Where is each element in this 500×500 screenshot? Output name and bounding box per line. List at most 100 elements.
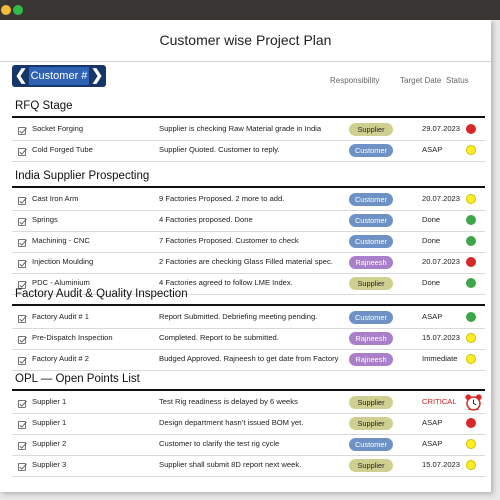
item-name: Springs [32, 215, 58, 224]
checkbox-icon[interactable] [18, 438, 27, 450]
item-name: Supplier 3 [32, 460, 67, 469]
chevron-right-icon[interactable]: ❯ [90, 67, 104, 84]
status-indicator [466, 236, 476, 246]
item-description: Budged Approved. Rajneesh to get date fr… [159, 354, 339, 363]
section-divider [12, 116, 485, 118]
item-name: Factory Audit # 1 [32, 312, 89, 321]
item-description: Customer to clarify the test rig cycle [159, 439, 280, 448]
status-indicator [466, 194, 476, 204]
target-date: 15.07.2023 [422, 460, 461, 469]
checkbox-icon[interactable] [18, 214, 27, 226]
item-description: Report Submitted. Debriefing meeting pen… [159, 312, 318, 321]
checkbox-icon[interactable] [18, 396, 27, 408]
section-divider [12, 389, 485, 391]
table-row[interactable]: Socket Forging Supplier is checking Raw M… [12, 119, 485, 141]
responsibility-badge: Supplier [349, 123, 393, 136]
checkbox-icon[interactable] [18, 353, 27, 365]
item-name: Pre-Dispatch Inspection [32, 333, 113, 342]
table-row[interactable]: Cast Iron Arm 9 Factories Proposed. 2 mor… [12, 189, 485, 211]
status-indicator [466, 278, 476, 288]
target-date: 20.07.2023 [422, 257, 461, 266]
table-row[interactable]: Factory Audit # 1 Report Submitted. Debri… [12, 307, 485, 329]
alarm-clock-icon [464, 393, 483, 412]
column-header-responsibility: Responsibility [330, 76, 380, 85]
app-window: Customer wise Project Plan ❮ Customer # … [0, 20, 491, 492]
status-indicator [466, 145, 476, 155]
table-row[interactable]: Injection Moulding 2 Factories are checki… [12, 252, 485, 274]
responsibility-badge: Rajneesh [349, 256, 393, 269]
status-indicator [466, 312, 476, 322]
status-indicator [466, 124, 476, 134]
status-indicator [466, 418, 476, 428]
responsibility-badge: Supplier [349, 417, 393, 430]
item-name: Supplier 1 [32, 397, 67, 406]
checkbox-icon[interactable] [18, 311, 27, 323]
responsibility-badge: Customer [349, 214, 393, 227]
status-indicator [466, 333, 476, 343]
target-date: ASAP [422, 439, 443, 448]
table-row[interactable]: Factory Audit # 2 Budged Approved. Rajnee… [12, 349, 485, 371]
item-name: Injection Moulding [32, 257, 94, 266]
table-row[interactable]: Supplier 2 Customer to clarify the test r… [12, 434, 485, 456]
chevron-left-icon[interactable]: ❮ [14, 67, 28, 84]
item-name: Cold Forged Tube [32, 145, 93, 154]
responsibility-badge: Customer [349, 193, 393, 206]
target-date: Done [422, 278, 441, 287]
item-description: Design department hasn’t issued BOM yet. [159, 418, 304, 427]
target-date: Done [422, 215, 441, 224]
item-description: Test Rig readiness is delayed by 6 weeks [159, 397, 298, 406]
responsibility-badge: Customer [349, 438, 393, 451]
target-date: 20.07.2023 [422, 194, 461, 203]
status-indicator [466, 215, 476, 225]
column-header-target-date: Target Date [400, 76, 442, 85]
section-title: OPL — Open Points List [15, 373, 140, 385]
responsibility-badge: Customer [349, 311, 393, 324]
header-divider [0, 61, 491, 62]
target-date: ASAP [422, 418, 443, 427]
item-description: 7 Factories Proposed. Customer to check [159, 236, 299, 245]
target-date: 29.07.2023 [422, 124, 461, 133]
table-row[interactable]: Machining - CNC 7 Factories Proposed. Cus… [12, 231, 485, 253]
section-title: Factory Audit & Quality Inspection [15, 288, 188, 300]
checkbox-icon[interactable] [18, 123, 27, 135]
checkbox-icon[interactable] [18, 193, 27, 205]
item-description: 9 Factories Proposed. 2 more to add. [159, 194, 285, 203]
checkbox-icon[interactable] [18, 235, 27, 247]
customer-label: Customer # 3 [29, 67, 89, 100]
section-title: India Supplier Prospecting [15, 170, 150, 182]
checkbox-icon[interactable] [18, 459, 27, 471]
table-row[interactable]: Springs 4 Factories proposed. Done Custome… [12, 210, 485, 232]
item-description: 4 Factories agreed to follow LME Index. [159, 278, 293, 287]
target-date: Done [422, 236, 441, 245]
window-titlebar [0, 0, 500, 20]
responsibility-badge: Supplier [349, 459, 393, 472]
item-description: 4 Factories proposed. Done [159, 215, 253, 224]
checkbox-icon[interactable] [18, 144, 27, 156]
target-date: 15.07.2023 [422, 333, 461, 342]
checkbox-icon[interactable] [18, 256, 27, 268]
maximize-button[interactable] [13, 5, 23, 15]
table-row[interactable]: Cold Forged Tube Supplier Quoted. Custome… [12, 140, 485, 162]
section-divider [12, 304, 485, 306]
checkbox-icon[interactable] [18, 417, 27, 429]
table-row[interactable]: PDC - Aluminium 4 Factories agreed to fol… [12, 273, 485, 295]
item-name: PDC - Aluminium [32, 278, 90, 287]
item-name: Machining - CNC [32, 236, 90, 245]
target-date: ASAP [422, 145, 443, 154]
customer-navigator: ❮ Customer # 3 ❯ [12, 65, 106, 100]
status-indicator [466, 460, 476, 470]
item-name: Supplier 1 [32, 418, 67, 427]
table-row[interactable]: Supplier 1 Design department hasn’t issue… [12, 413, 485, 435]
target-date: CRITICAL [422, 397, 457, 406]
status-indicator [466, 257, 476, 267]
checkbox-icon[interactable] [18, 277, 27, 289]
table-row[interactable]: Pre-Dispatch Inspection Completed. Report… [12, 328, 485, 350]
item-description: Completed. Report to be submitted. [159, 333, 279, 342]
minimize-button[interactable] [1, 5, 11, 15]
section-divider [12, 186, 485, 188]
target-date: ASAP [422, 312, 443, 321]
table-row[interactable]: Supplier 1 Test Rig readiness is delayed … [12, 392, 485, 414]
table-row[interactable]: Supplier 3 Supplier shall submit 8D repor… [12, 455, 485, 477]
responsibility-badge: Customer [349, 144, 393, 157]
checkbox-icon[interactable] [18, 332, 27, 344]
